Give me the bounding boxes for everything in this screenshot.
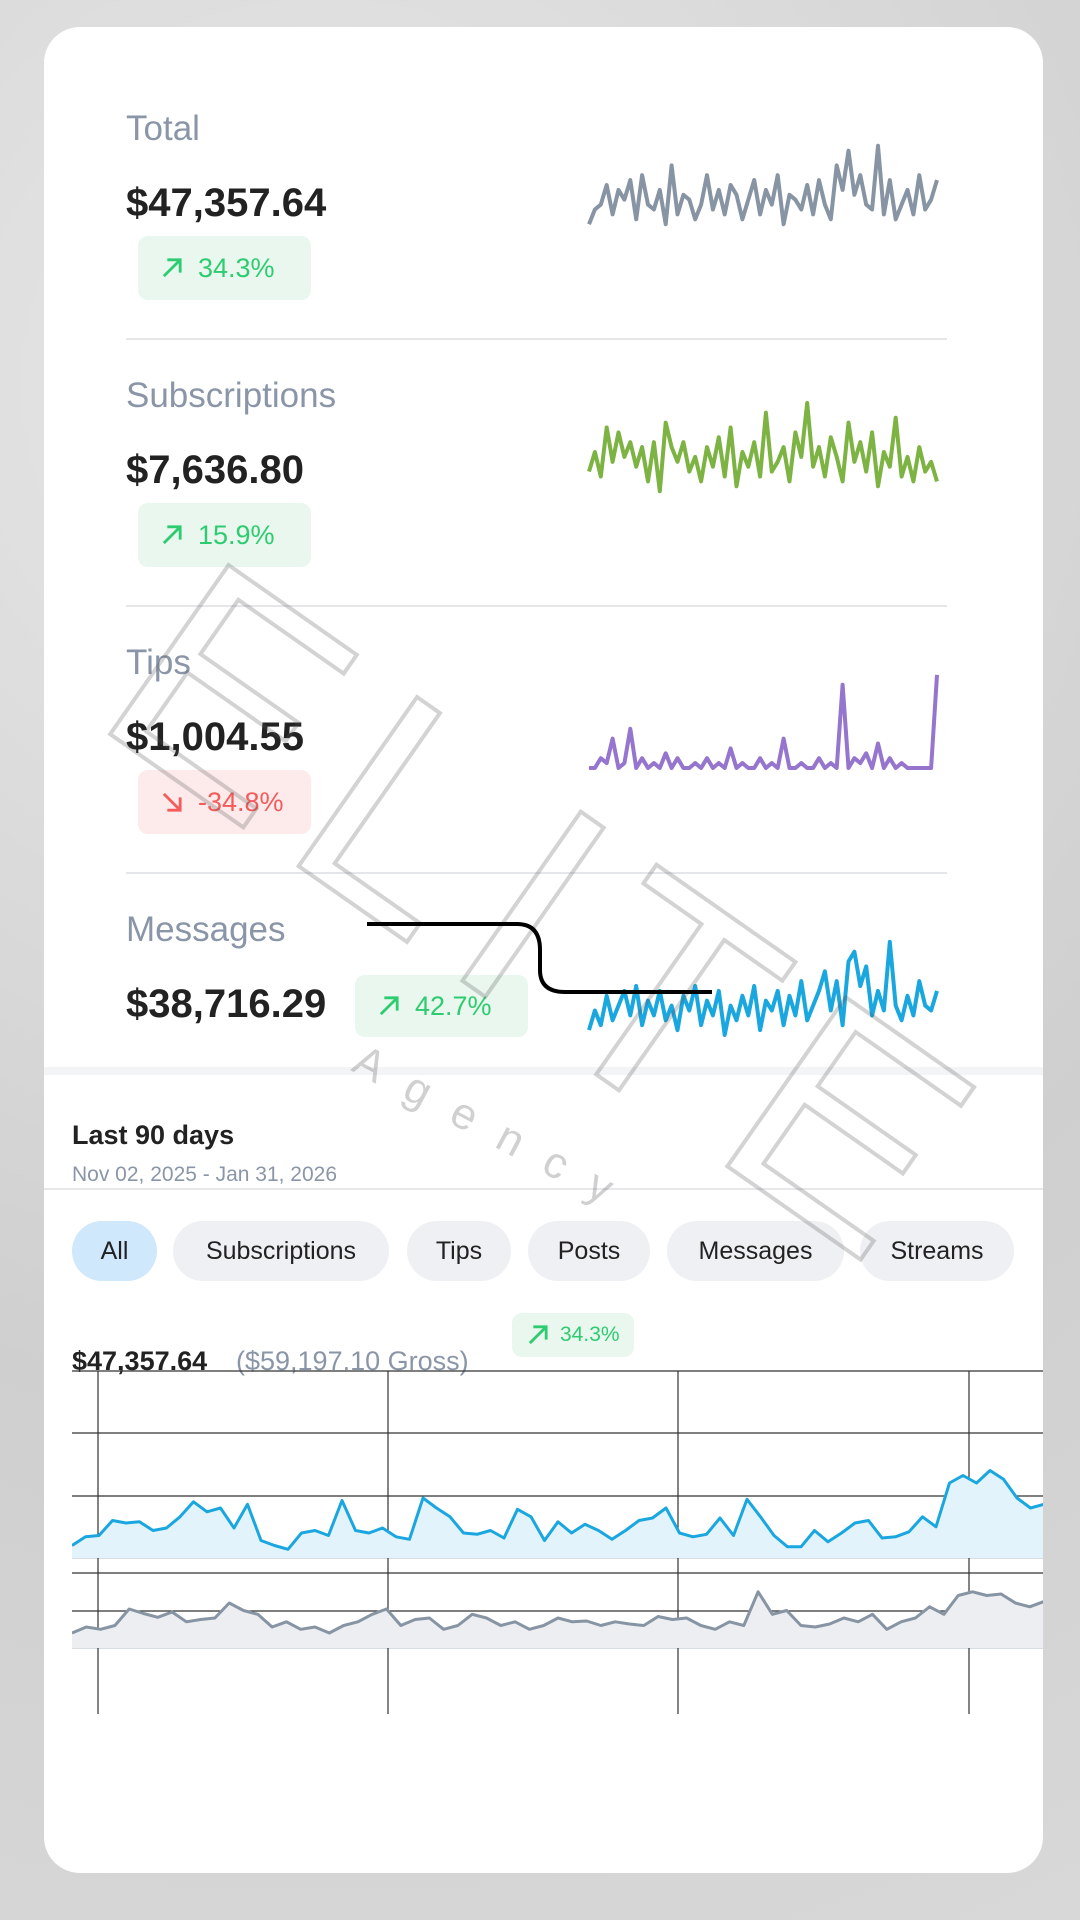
metric-label: Total bbox=[126, 109, 200, 148]
trend-icon bbox=[162, 525, 182, 545]
sparkline bbox=[587, 401, 939, 494]
trend-icon bbox=[379, 996, 399, 1016]
metric-amount: $7,636.80 bbox=[126, 448, 304, 492]
sparkline bbox=[587, 939, 939, 1037]
sparkline bbox=[587, 143, 939, 227]
metric-label: Tips bbox=[126, 643, 191, 682]
trend-icon bbox=[528, 1325, 548, 1345]
trend-arrow bbox=[162, 792, 182, 812]
metric-amount: $1,004.55 bbox=[126, 715, 304, 759]
trend-icon bbox=[162, 792, 182, 812]
filter-chip[interactable]: Subscriptions bbox=[173, 1221, 389, 1281]
filter-chip[interactable]: All bbox=[72, 1221, 157, 1281]
trend-arrow bbox=[528, 1325, 548, 1345]
metric-label: Subscriptions bbox=[126, 376, 337, 415]
trend-arrow bbox=[162, 258, 182, 278]
area-line bbox=[72, 1590, 1043, 1635]
row-separator bbox=[126, 338, 947, 340]
change-badge: 15.9% bbox=[138, 503, 311, 567]
badge-value: -34.8% bbox=[198, 786, 284, 817]
divider bbox=[44, 1188, 1043, 1190]
row-separator bbox=[126, 605, 947, 607]
area-line bbox=[72, 1469, 1043, 1551]
change-badge: 34.3% bbox=[138, 236, 311, 300]
sparkline-line bbox=[587, 401, 939, 494]
sparkline-line bbox=[589, 674, 939, 770]
section-divider bbox=[44, 1067, 1043, 1075]
earnings-chart bbox=[72, 1370, 1043, 1714]
filter-chip[interactable]: Messages bbox=[667, 1221, 844, 1281]
trend-arrow bbox=[162, 525, 182, 545]
change-badge: -34.8% bbox=[138, 770, 311, 834]
metric-amount: $47,357.64 bbox=[126, 181, 327, 225]
sparkline bbox=[589, 674, 939, 770]
badge-value: 15.9% bbox=[198, 519, 275, 550]
filter-chip[interactable]: Streams bbox=[860, 1221, 1014, 1281]
badge-value: 34.3% bbox=[560, 1323, 620, 1346]
summary-badge: 34.3% bbox=[512, 1313, 634, 1357]
badge-value: 34.3% bbox=[198, 252, 275, 283]
trend-arrow bbox=[379, 996, 399, 1016]
period-title: Last 90 days bbox=[72, 1120, 235, 1150]
row-separator bbox=[126, 872, 947, 874]
badge-value: 42.7% bbox=[415, 990, 492, 1021]
trend-icon bbox=[162, 258, 182, 278]
filter-chip[interactable]: Tips bbox=[407, 1221, 511, 1281]
metric-label: Messages bbox=[126, 910, 286, 949]
change-badge: 42.7% bbox=[355, 975, 528, 1037]
metric-amount: $38,716.29 bbox=[126, 982, 327, 1026]
earnings-card: Last 90 days Nov 02, 2025 - Jan 31, 2026… bbox=[44, 27, 1043, 1873]
filter-chip[interactable]: Posts bbox=[528, 1221, 650, 1281]
sparkline-line bbox=[587, 939, 939, 1037]
sparkline-line bbox=[587, 143, 939, 227]
area-fill bbox=[72, 1470, 1043, 1558]
period-range: Nov 02, 2025 - Jan 31, 2026 bbox=[72, 1163, 338, 1186]
